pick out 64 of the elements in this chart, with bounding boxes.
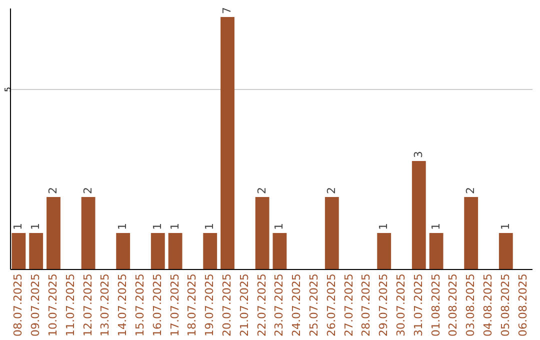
bar [377,233,392,269]
x-tick-label: 21.07.2025 [238,274,251,336]
x-tick-label: 02.08.2025 [446,274,460,336]
x-tick-label: 16.07.2025 [150,274,164,336]
bar [429,233,444,269]
x-tick-label: 20.07.2025 [220,274,234,336]
x-tick-label: 10.07.2025 [46,274,60,336]
x-tick-label: 03.08.2025 [464,274,478,336]
x-tick-label: 31.07.2025 [412,274,425,336]
x-tick-label: 30.07.2025 [394,274,408,336]
bar [464,197,478,269]
data-label: 2 [324,187,338,194]
x-tick-label: 25.07.2025 [308,274,320,336]
x-tick-label: 23.07.2025 [272,274,286,336]
x-tick-label: 15.07.2025 [134,274,146,336]
bar [168,233,182,269]
data-label: 1 [116,223,130,230]
x-tick-label: 13.07.2025 [98,274,112,336]
bar [150,233,165,269]
x-tick-label: 26.07.2025 [324,274,338,336]
x-tick-label: 22.07.2025 [255,274,268,336]
data-label: 2 [464,187,478,194]
x-tick-label: 12.07.2025 [81,274,94,336]
bar [81,197,96,269]
x-tick-label: 06.08.2025 [516,274,530,336]
data-label: 1 [29,223,42,230]
x-tick-label: 14.07.2025 [116,274,130,336]
bar [12,233,26,269]
data-label: 1 [150,223,164,230]
x-tick-label: 28.07.2025 [360,274,373,336]
bar [498,233,513,269]
x-tick-label: 18.07.2025 [186,274,199,336]
data-label: 2 [81,187,94,194]
data-label: 1 [12,223,25,230]
data-label: 1 [377,223,390,230]
data-label: 1 [272,223,286,230]
data-label: 2 [255,187,268,194]
bar [220,17,234,269]
x-tick-label: 24.07.2025 [290,274,304,336]
data-label: 1 [203,223,216,230]
x-tick-label: 29.07.2025 [377,274,390,336]
bar [116,233,130,269]
data-label: 2 [46,187,60,194]
data-label: 3 [412,151,425,158]
x-tick-label: 11.07.2025 [64,274,77,336]
x-tick-label: 01.08.2025 [429,274,442,336]
data-label: 1 [168,223,182,230]
bar [255,197,270,269]
x-tick-label: 08.07.2025 [12,274,25,336]
bar [46,197,60,269]
x-tick-label: 27.07.2025 [342,274,356,336]
x-tick-label: 04.08.2025 [482,274,494,336]
bar [324,197,339,269]
bar [203,233,218,269]
x-tick-label: 19.07.2025 [203,274,216,336]
x-tick-label: 05.08.2025 [498,274,512,336]
bar [272,233,287,269]
data-label: 1 [498,223,512,230]
x-tick-label: 17.07.2025 [168,274,182,336]
bar [29,233,44,269]
x-tick-label: 09.07.2025 [29,274,42,336]
data-label: 1 [429,223,442,230]
bar [412,161,426,269]
data-label: 7 [220,7,234,14]
